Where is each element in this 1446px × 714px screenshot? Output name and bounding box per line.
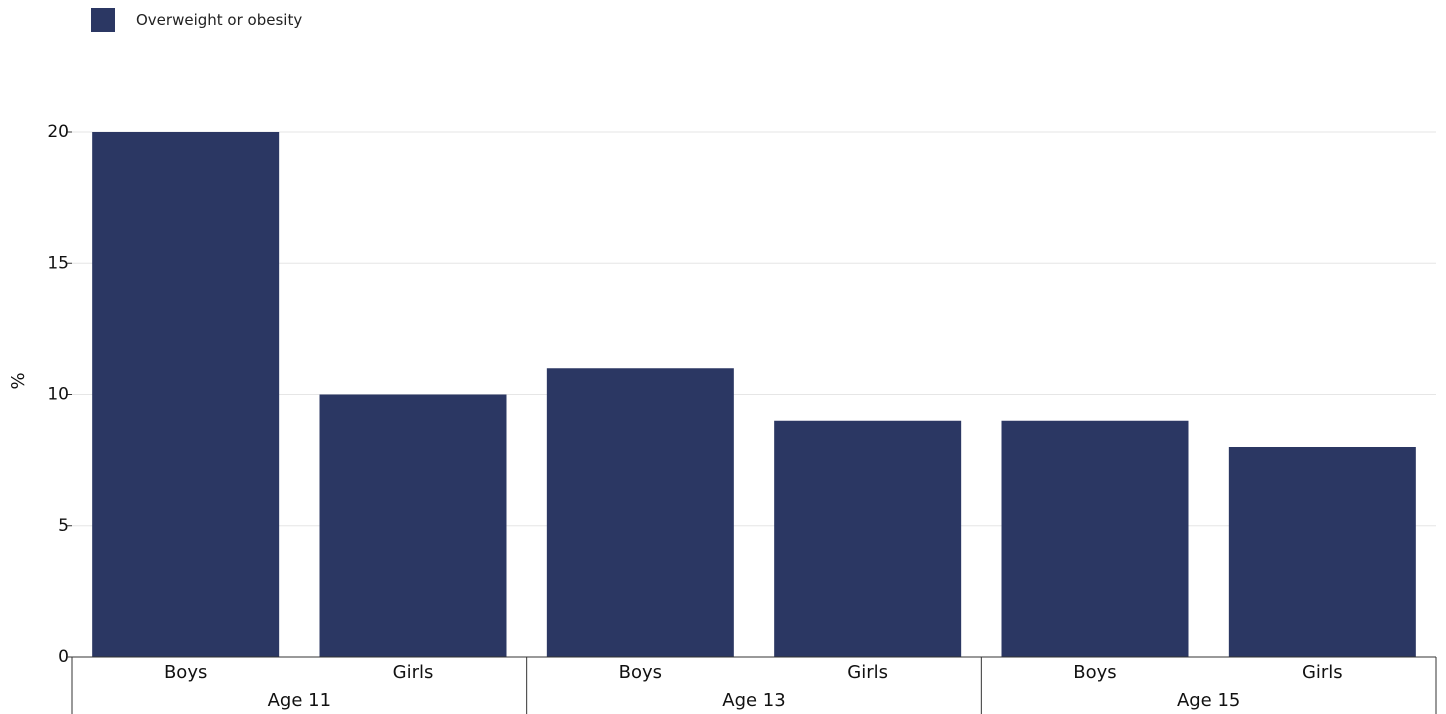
x-tick-label: Boys xyxy=(164,662,207,683)
x-tick-label: Boys xyxy=(619,662,662,683)
x-tick-label: Girls xyxy=(393,662,434,683)
x-tick-label: Girls xyxy=(1302,662,1343,683)
legend-swatch xyxy=(91,8,115,32)
bar xyxy=(1228,447,1416,657)
bar xyxy=(546,368,734,657)
bars xyxy=(92,132,1416,657)
y-tick-label: 0 xyxy=(58,647,69,667)
bar xyxy=(319,394,507,657)
y-tick-label: 5 xyxy=(58,516,69,536)
x-tick-label: Boys xyxy=(1073,662,1116,683)
x-tick-label: Girls xyxy=(847,662,888,683)
y-tick-label: 15 xyxy=(47,253,69,273)
bar xyxy=(1001,420,1189,657)
y-tick-label: 20 xyxy=(47,122,69,142)
legend: Overweight or obesity xyxy=(91,8,302,32)
y-tick-label: 10 xyxy=(47,385,69,405)
group-label: Age 13 xyxy=(722,690,785,711)
group-label: Age 15 xyxy=(1177,690,1240,711)
grid-lines xyxy=(72,131,1436,527)
bar xyxy=(774,420,962,657)
y-axis-label: % xyxy=(8,372,29,389)
legend-label: Overweight or obesity xyxy=(136,11,303,29)
axes: 0 5 10 15 20 Boys Girls Boys Girls Boys Girls Age 1… xyxy=(47,122,1437,714)
group-label: Age 11 xyxy=(268,690,331,711)
bar xyxy=(92,132,280,657)
